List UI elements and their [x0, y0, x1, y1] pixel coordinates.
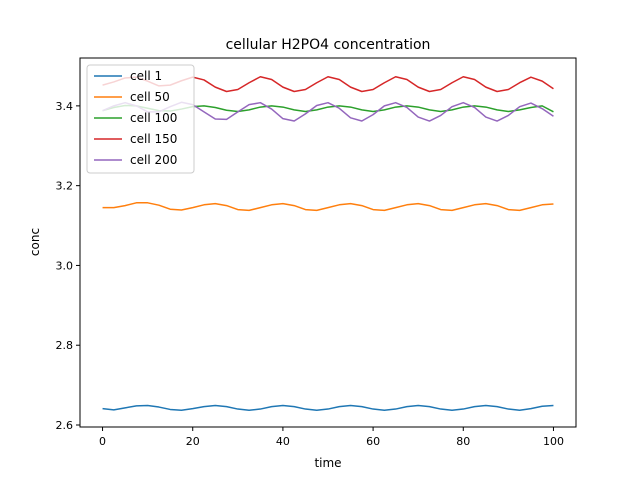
- legend-label: cell 150: [130, 132, 177, 146]
- x-tick-label: 100: [543, 435, 564, 448]
- x-axis: 0 20 40 60 80 100: [99, 427, 564, 448]
- y-axis: 2.6 2.8 3.0 3.2 3.4: [56, 100, 80, 432]
- series-line-1: [102, 404, 554, 411]
- x-tick-label: 80: [456, 435, 470, 448]
- y-tick-label: 3.2: [56, 180, 74, 193]
- legend-label: cell 50: [130, 90, 170, 104]
- chart-title: cellular H2PO4 concentration: [226, 37, 431, 53]
- legend: cell 1 cell 50 cell 100 cell 150 cell 200: [86, 64, 195, 174]
- x-axis-label: time: [314, 456, 341, 470]
- x-tick-label: 20: [186, 435, 200, 448]
- y-tick-label: 2.6: [56, 419, 74, 432]
- y-tick-label: 3.4: [56, 100, 74, 113]
- legend-label: cell 100: [130, 111, 177, 125]
- series-line-2: [102, 202, 554, 212]
- y-axis-label: conc: [28, 228, 42, 256]
- x-tick-label: 60: [366, 435, 380, 448]
- legend-box: [86, 64, 195, 174]
- axes-frame: [79, 57, 577, 428]
- y-tick-label: 2.8: [56, 339, 74, 352]
- legend-label: cell 200: [130, 153, 177, 167]
- x-tick-label: 40: [276, 435, 290, 448]
- legend-label: cell 1: [130, 69, 162, 83]
- y-tick-label: 3.0: [56, 259, 74, 272]
- x-tick-label: 0: [99, 435, 106, 448]
